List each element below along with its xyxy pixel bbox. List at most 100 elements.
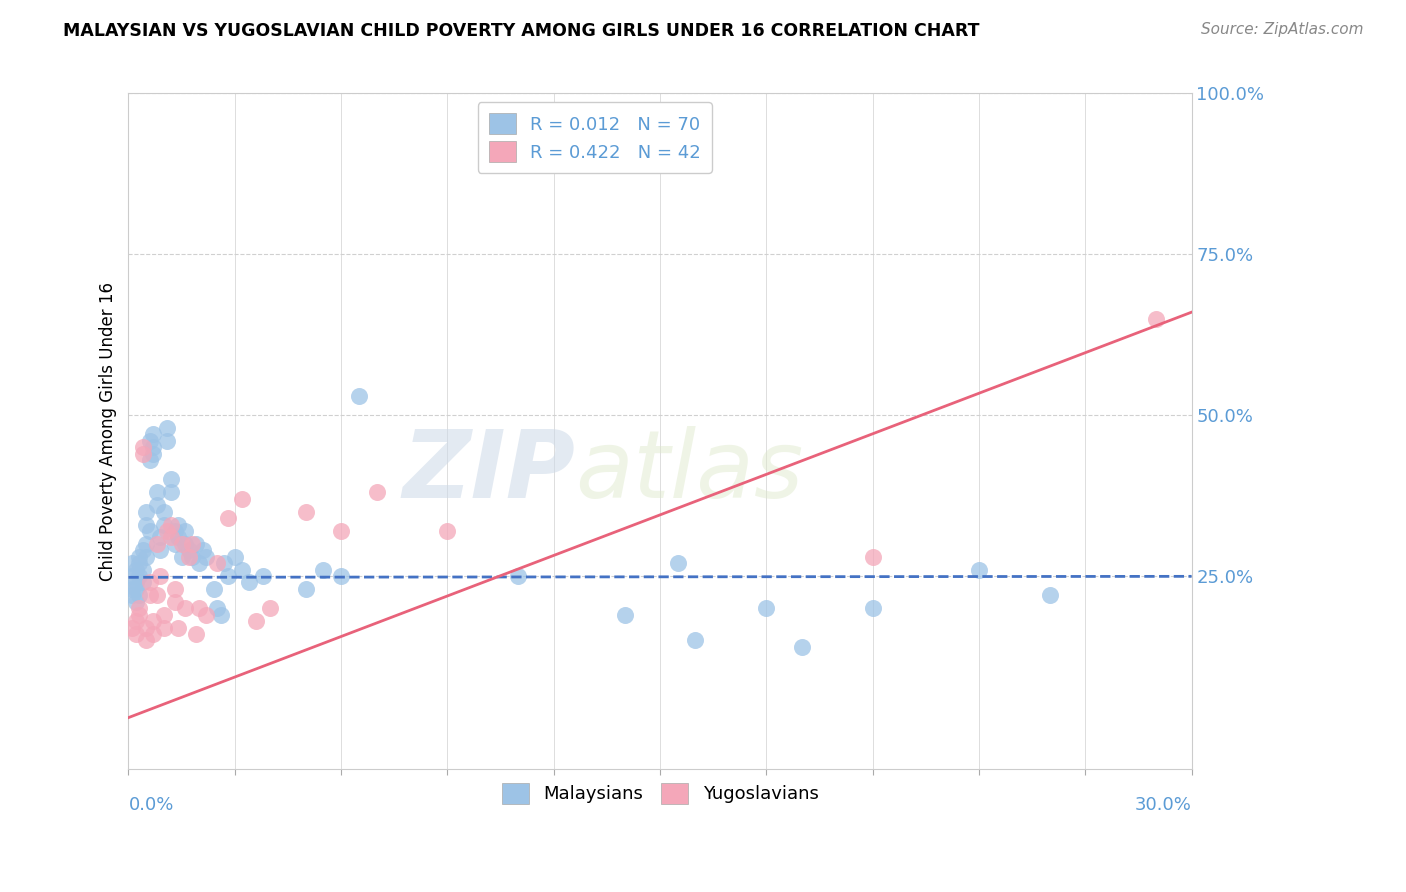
Point xyxy=(156,421,179,435)
Point xyxy=(131,543,153,558)
Point xyxy=(128,569,150,583)
Point xyxy=(685,633,707,648)
Point xyxy=(156,434,179,448)
Point xyxy=(312,563,335,577)
Point xyxy=(128,588,150,602)
Point xyxy=(124,627,146,641)
Point xyxy=(195,607,218,622)
Point xyxy=(138,434,160,448)
Text: ZIP: ZIP xyxy=(402,425,575,517)
Text: 0.0%: 0.0% xyxy=(128,797,174,814)
Point xyxy=(124,614,146,628)
Point xyxy=(138,588,160,602)
Point xyxy=(259,601,281,615)
Point xyxy=(436,524,458,538)
Point xyxy=(153,505,176,519)
Point xyxy=(184,537,207,551)
Point xyxy=(330,524,353,538)
Point xyxy=(195,549,218,564)
Point xyxy=(128,549,150,564)
Point xyxy=(191,543,214,558)
Point xyxy=(224,549,246,564)
Point xyxy=(128,601,150,615)
Point xyxy=(181,537,204,551)
Point xyxy=(138,575,160,590)
Point xyxy=(142,447,165,461)
Legend: Malaysians, Yugoslavians: Malaysians, Yugoslavians xyxy=(495,775,825,811)
Text: MALAYSIAN VS YUGOSLAVIAN CHILD POVERTY AMONG GIRLS UNDER 16 CORRELATION CHART: MALAYSIAN VS YUGOSLAVIAN CHILD POVERTY A… xyxy=(63,22,980,40)
Point xyxy=(124,575,146,590)
Point xyxy=(142,440,165,454)
Y-axis label: Child Poverty Among Girls Under 16: Child Poverty Among Girls Under 16 xyxy=(100,282,117,581)
Point xyxy=(124,582,146,596)
Point xyxy=(209,607,232,622)
Point xyxy=(138,453,160,467)
Point xyxy=(862,601,884,615)
Point xyxy=(666,556,689,570)
Point xyxy=(163,582,186,596)
Point xyxy=(967,563,990,577)
Point xyxy=(174,537,197,551)
Point xyxy=(294,582,316,596)
Point xyxy=(181,549,204,564)
Point xyxy=(170,537,193,551)
Point xyxy=(135,537,157,551)
Point xyxy=(124,563,146,577)
Point xyxy=(146,485,169,500)
Point xyxy=(212,556,235,570)
Point xyxy=(252,569,274,583)
Point xyxy=(124,595,146,609)
Point xyxy=(177,549,200,564)
Point xyxy=(131,563,153,577)
Point xyxy=(217,511,239,525)
Point xyxy=(121,620,143,634)
Point xyxy=(149,530,172,544)
Point xyxy=(613,607,636,622)
Point xyxy=(205,601,228,615)
Point xyxy=(1039,588,1062,602)
Text: atlas: atlas xyxy=(575,426,803,517)
Point xyxy=(177,543,200,558)
Point xyxy=(188,601,211,615)
Point xyxy=(142,627,165,641)
Point xyxy=(156,524,179,538)
Point xyxy=(149,543,172,558)
Point xyxy=(121,556,143,570)
Point xyxy=(231,491,253,506)
Point xyxy=(202,582,225,596)
Point xyxy=(330,569,353,583)
Point xyxy=(149,569,172,583)
Point xyxy=(153,607,176,622)
Point xyxy=(238,575,260,590)
Point xyxy=(135,620,157,634)
Point xyxy=(135,505,157,519)
Point xyxy=(167,517,190,532)
Point xyxy=(146,537,169,551)
Point xyxy=(294,505,316,519)
Point xyxy=(146,588,169,602)
Point xyxy=(121,588,143,602)
Point xyxy=(1144,311,1167,326)
Point xyxy=(153,517,176,532)
Point xyxy=(146,498,169,512)
Point xyxy=(142,614,165,628)
Point xyxy=(347,389,370,403)
Point xyxy=(160,517,183,532)
Point xyxy=(153,620,176,634)
Point xyxy=(135,633,157,648)
Point xyxy=(138,524,160,538)
Point xyxy=(188,556,211,570)
Point xyxy=(167,530,190,544)
Point xyxy=(205,556,228,570)
Point xyxy=(167,620,190,634)
Point xyxy=(184,627,207,641)
Point xyxy=(755,601,778,615)
Point xyxy=(131,447,153,461)
Point xyxy=(174,524,197,538)
Point xyxy=(862,549,884,564)
Point xyxy=(131,575,153,590)
Point xyxy=(135,517,157,532)
Point xyxy=(163,537,186,551)
Point xyxy=(245,614,267,628)
Point xyxy=(163,595,186,609)
